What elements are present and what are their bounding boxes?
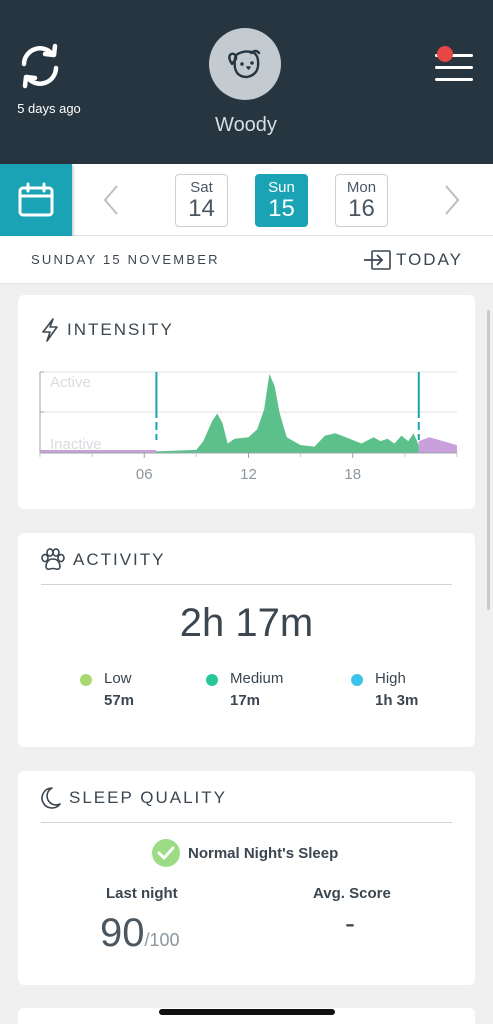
- level-value: 17m: [230, 692, 261, 709]
- level-dot: [80, 674, 92, 686]
- level-value: 57m: [104, 692, 135, 709]
- day-number: 14: [188, 195, 215, 222]
- sleep-quality-card[interactable]: SLEEP QUALITY Normal Night's Sleep Last …: [18, 771, 475, 985]
- day-name: Sun: [268, 179, 295, 196]
- menu-bar: [435, 54, 473, 57]
- level-dot: [206, 674, 218, 686]
- date-strip: Sat 14 Sun 15 Mon 16: [0, 164, 493, 236]
- sleep-title: SLEEP QUALITY: [40, 786, 227, 810]
- sync-button[interactable]: [14, 40, 66, 92]
- level-value: 1h 3m: [375, 692, 419, 709]
- level-name: Low: [104, 670, 132, 687]
- activity-title-text: ACTIVITY: [73, 550, 166, 569]
- next-day-button[interactable]: [437, 182, 467, 218]
- x-tick-label: 12: [240, 466, 257, 483]
- day-saturday[interactable]: Sat 14: [175, 174, 228, 227]
- day-monday[interactable]: Mon 16: [335, 174, 388, 227]
- home-indicator: [159, 1009, 335, 1015]
- avg-score-value: -: [345, 907, 355, 940]
- day-sunday-selected[interactable]: Sun 15: [255, 174, 308, 227]
- next-card: [18, 1008, 475, 1024]
- sleep-status-text: Normal Night's Sleep: [188, 844, 339, 862]
- check-circle-icon: [152, 839, 180, 867]
- moon-icon: [41, 787, 61, 809]
- level-name: Medium: [230, 670, 284, 687]
- intensity-chart: Active Inactive 06 12 18: [39, 371, 458, 483]
- x-tick-label: 18: [344, 466, 361, 483]
- pet-avatar[interactable]: [209, 28, 281, 100]
- x-tick-label: 06: [136, 466, 153, 483]
- menu-bar: [435, 66, 473, 69]
- day-name: Sat: [190, 179, 213, 196]
- chevron-right-icon: [445, 185, 460, 215]
- inactive-tail-area: [418, 437, 457, 453]
- intensity-card[interactable]: INTENSITY Active Inactive 06 12 18: [18, 295, 475, 509]
- sync-icon: [21, 43, 59, 89]
- dog-icon: [228, 49, 261, 79]
- lightning-icon: [42, 318, 58, 342]
- calendar-icon: [18, 182, 54, 217]
- last-night-score: 90/100: [100, 911, 180, 956]
- activity-card[interactable]: ACTIVITY 2h 17m Low 57m Medium 17m High …: [18, 533, 475, 747]
- chevron-left-icon: [103, 185, 118, 215]
- today-button[interactable]: TODAY: [362, 246, 463, 274]
- inactive-band: [40, 450, 157, 453]
- selected-date-bar: SUNDAY 15 NOVEMBER TODAY: [0, 236, 493, 284]
- go-to-today-icon: [364, 250, 391, 270]
- selected-date-text: SUNDAY 15 NOVEMBER: [31, 252, 220, 267]
- day-number: 15: [268, 195, 295, 222]
- activity-total: 2h 17m: [179, 601, 314, 645]
- last-night-score-max: /100: [144, 930, 180, 950]
- day-name: Mon: [346, 179, 377, 196]
- activity-area: [156, 374, 419, 453]
- sleep-status: Normal Night's Sleep: [152, 839, 338, 867]
- sleep-title-text: SLEEP QUALITY: [69, 788, 227, 807]
- pet-name: Woody: [215, 114, 277, 136]
- divider: [41, 584, 452, 585]
- intensity-title-text: INTENSITY: [67, 320, 174, 339]
- avg-score-label: Avg. Score: [313, 885, 391, 902]
- menu-button[interactable]: [432, 46, 476, 86]
- app-header: 5 days ago Woody: [0, 0, 493, 164]
- paw-icon: [41, 548, 65, 570]
- y-label-1: Inactive: [50, 436, 102, 453]
- intensity-title: INTENSITY: [40, 318, 174, 342]
- last-night-label: Last night: [106, 885, 178, 902]
- activity-title: ACTIVITY: [40, 548, 166, 572]
- previous-day-button[interactable]: [96, 182, 126, 218]
- scroll-indicator: [487, 310, 490, 610]
- day-number: 16: [348, 195, 375, 222]
- divider: [41, 822, 452, 823]
- level-dot: [351, 674, 363, 686]
- y-label-0: Active: [50, 374, 91, 391]
- calendar-button[interactable]: [0, 164, 72, 236]
- last-sync-label: 5 days ago: [17, 101, 81, 116]
- level-name: High: [375, 670, 406, 687]
- today-label: TODAY: [396, 250, 463, 269]
- menu-bar: [435, 78, 473, 81]
- notification-dot: [437, 46, 453, 62]
- last-night-score-value: 90: [100, 911, 145, 955]
